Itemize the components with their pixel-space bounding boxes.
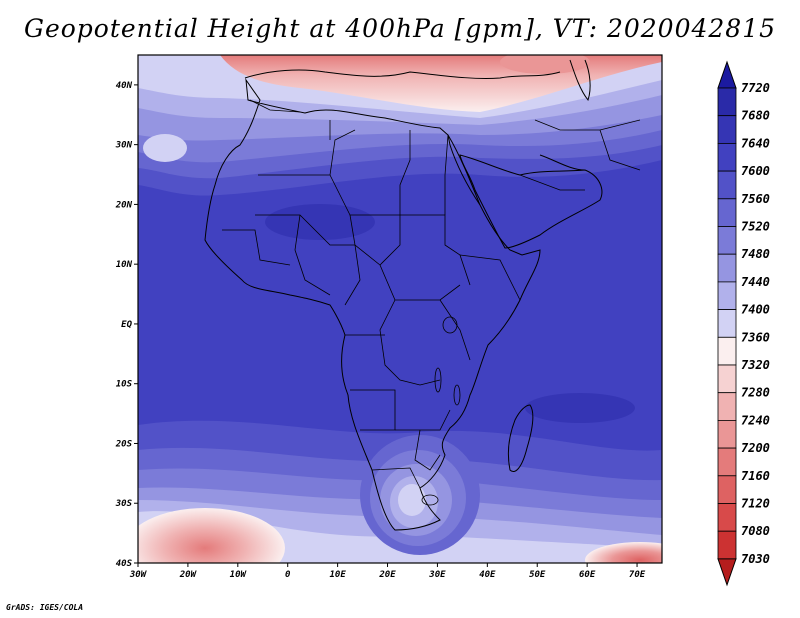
colorbar-box	[717, 281, 737, 310]
colorbar-box	[717, 447, 737, 477]
colorbar-label: 7320	[741, 358, 770, 372]
lakes	[421, 316, 461, 506]
map-title: Geopotential Height at 400hPa [gpm], VT:…	[23, 14, 777, 43]
colorbar: 7720 7680 7640 7600 7560 7520 7480 7440 7400 7360…	[717, 60, 770, 587]
colorbar-label: 7440	[741, 275, 770, 289]
y-tick-label: 20S	[115, 439, 133, 449]
colorbar-label: 7030	[741, 552, 770, 566]
colorbar-box	[717, 392, 737, 421]
colorbar-box	[717, 419, 737, 449]
x-tick-label: 10W	[230, 570, 248, 580]
colorbar-box	[717, 226, 737, 255]
colorbar-box	[717, 309, 737, 338]
colorbar-label: 7120	[741, 497, 770, 511]
colorbar-label: 7280	[741, 386, 770, 400]
field-trough-core	[500, 55, 590, 74]
y-tick-label: 10S	[116, 380, 133, 390]
coastlines	[204, 59, 603, 531]
field-low-southwest	[138, 508, 285, 563]
colorbar-label: 7400	[741, 303, 770, 317]
x-tick-label: 0	[285, 570, 291, 580]
colorbar-label: 7720	[741, 81, 770, 95]
colorbar-box	[717, 253, 737, 283]
y-tick-label: 20N	[115, 200, 133, 210]
madagascar-outline	[507, 404, 534, 472]
colorbar-label: 7200	[741, 441, 770, 455]
field-pale-west	[143, 134, 187, 162]
colorbar-box	[717, 503, 737, 532]
grads-credit: GrADS: IGES/COLA	[6, 603, 84, 612]
x-tick-label: 20E	[378, 570, 396, 580]
y-tick-label: 30S	[115, 499, 133, 509]
y-tick-label: 30N	[115, 141, 133, 151]
colorbar-box	[717, 336, 737, 366]
colorbar-box	[717, 530, 737, 560]
field-ridge-5	[398, 484, 426, 516]
field-high-indian	[525, 393, 635, 423]
x-tick-label: 10E	[329, 570, 346, 580]
colorbar-box	[717, 115, 737, 144]
colorbar-label: 7600	[741, 164, 770, 178]
map-axes: 30W 20W 10W 0 10E 20E 30E 40E 50E 60E 70E 40N 30N 20N…	[115, 81, 646, 580]
caspian	[569, 59, 591, 102]
colorbar-box	[717, 475, 737, 504]
colorbar-label: 7360	[741, 330, 770, 344]
arabia-outline	[459, 154, 603, 249]
colorbar-label: 7560	[741, 192, 770, 206]
red-sea	[447, 134, 481, 206]
height-field	[138, 55, 662, 563]
colorbar-label: 7520	[741, 220, 770, 234]
x-tick-label: 30W	[129, 570, 148, 580]
colorbar-box	[717, 198, 737, 227]
colorbar-arrow-bottom	[717, 558, 737, 587]
map-frame	[137, 54, 663, 564]
y-tick-label: 40S	[116, 559, 133, 569]
colorbar-label: 7160	[741, 469, 770, 483]
persian-gulf	[539, 154, 586, 171]
y-tick-label: EQ	[121, 320, 132, 330]
x-tick-label: 20W	[179, 570, 198, 580]
x-tick-label: 30E	[428, 570, 446, 580]
colorbar-label: 7480	[741, 247, 770, 261]
colorbar-box	[717, 170, 737, 200]
colorbar-box	[717, 87, 737, 117]
x-tick-label: 50E	[529, 570, 546, 580]
field-high-saharan	[265, 204, 375, 240]
field-low-southeast	[585, 542, 662, 563]
colorbar-label: 7680	[741, 109, 770, 123]
colorbar-box	[717, 142, 737, 172]
colorbar-arrow-top	[717, 60, 737, 89]
y-tick-label: 40N	[116, 81, 133, 91]
mediterranean-north	[244, 69, 561, 79]
y-tick-label: 10N	[116, 260, 133, 270]
colorbar-label: 7080	[741, 524, 770, 538]
colorbar-label: 7640	[741, 136, 770, 150]
country-borders	[222, 99, 641, 489]
colorbar-box	[717, 364, 737, 394]
x-tick-label: 40E	[479, 570, 496, 580]
x-tick-label: 70E	[629, 570, 646, 580]
colorbar-label: 7240	[741, 413, 770, 427]
x-tick-label: 60E	[579, 570, 596, 580]
